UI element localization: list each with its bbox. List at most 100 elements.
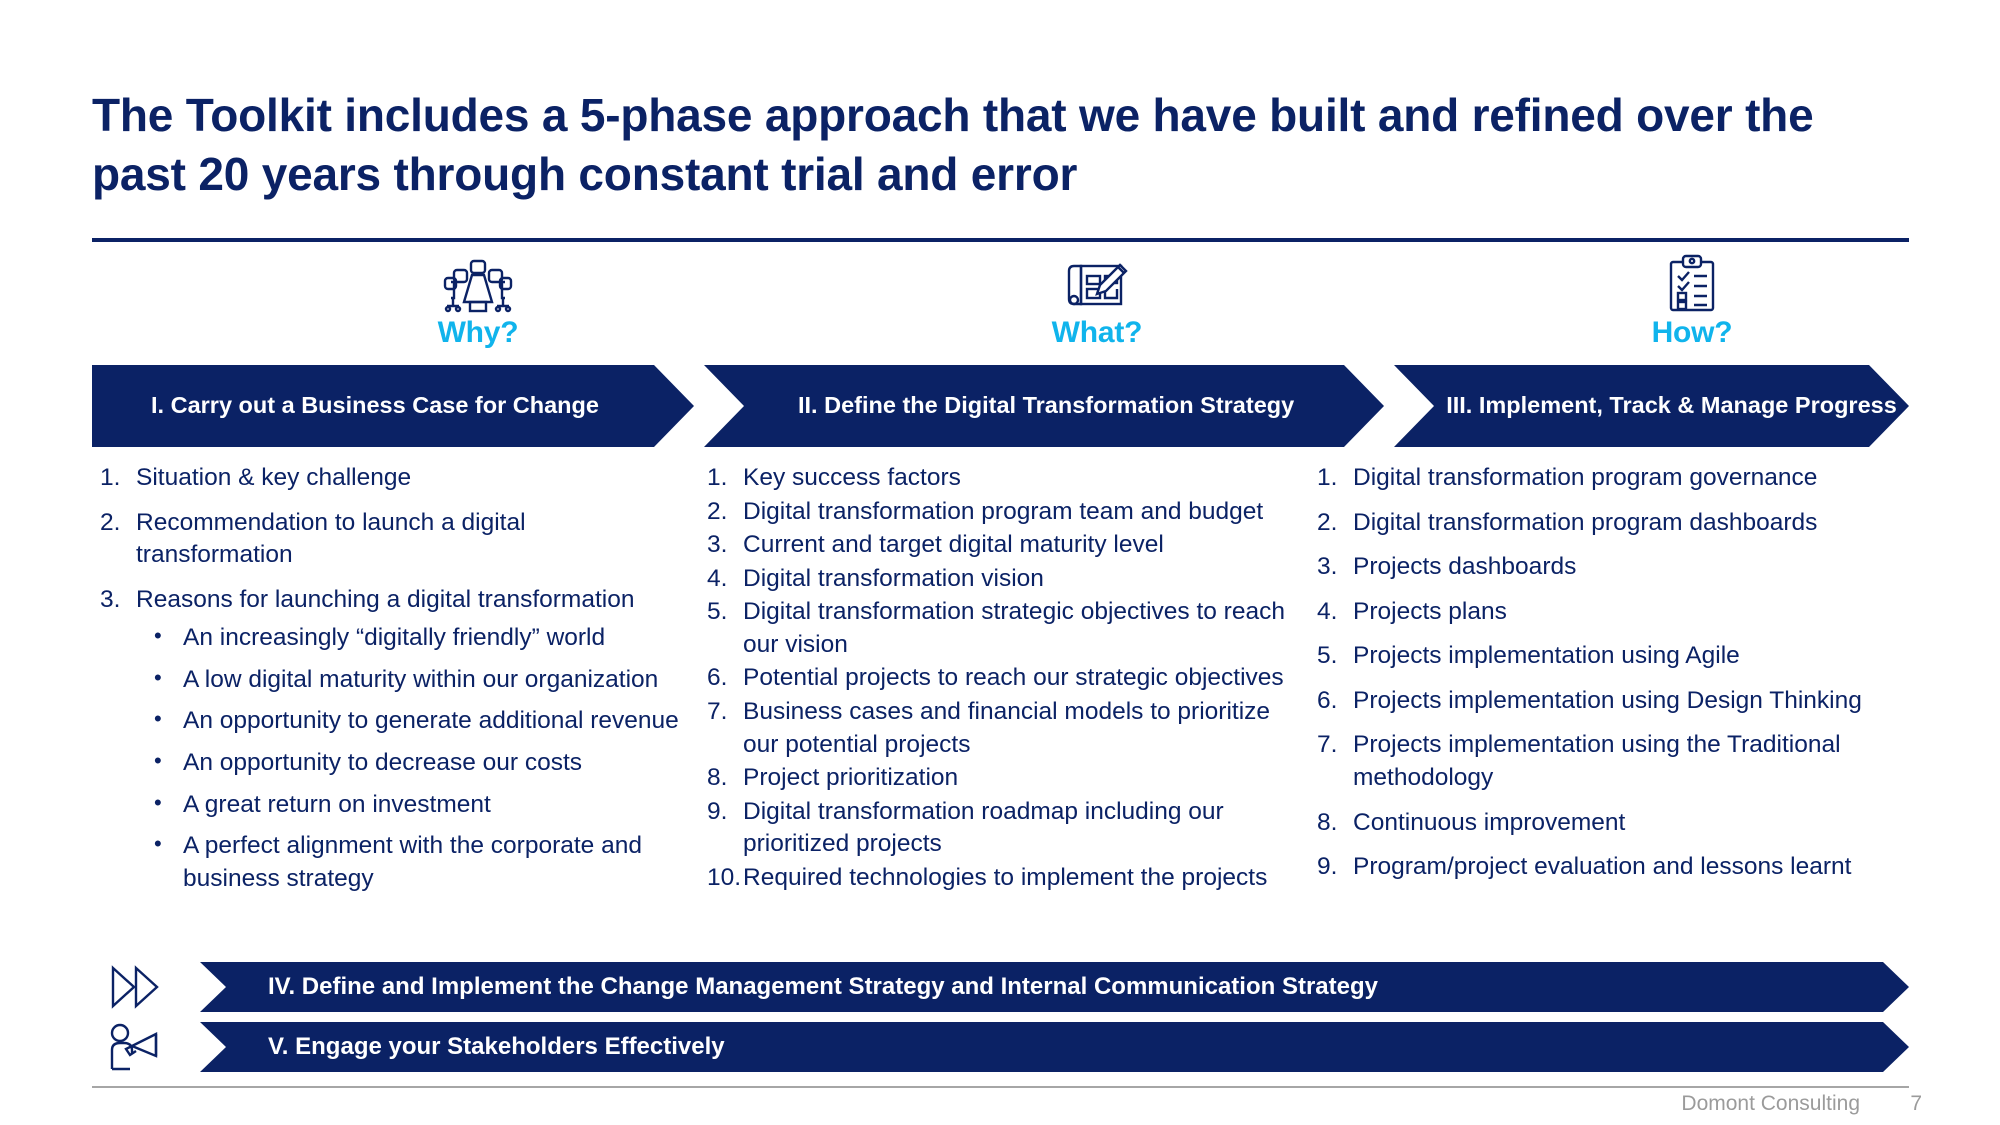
list-marker: 2. bbox=[707, 497, 728, 525]
list-item-text: Digital transformation program governanc… bbox=[1353, 464, 1818, 491]
list-marker: 9. bbox=[707, 797, 728, 825]
list-marker: 10. bbox=[707, 863, 742, 891]
bottom-bar-5: V. Engage your Stakeholders Effectively bbox=[92, 1022, 1909, 1072]
sub-list-item: A low digital maturity within our organi… bbox=[136, 663, 685, 697]
list-item: 4. Digital transformation vision bbox=[707, 563, 1302, 596]
list-item: 8. Project prioritization bbox=[707, 762, 1302, 795]
list-item-text: Key success factors bbox=[743, 464, 961, 491]
list-marker: 3. bbox=[1317, 553, 1338, 581]
blueprint-pencil-icon bbox=[947, 252, 1247, 314]
bottom-bar-4: IV. Define and Implement the Change Mana… bbox=[92, 962, 1909, 1012]
list-item: 9. Program/project evaluation and lessons… bbox=[1317, 851, 1917, 884]
list-item: 1. Digital transformation program governa… bbox=[1317, 462, 1917, 495]
list-item: 7. Business cases and financial models to… bbox=[707, 696, 1302, 761]
list-marker: 5. bbox=[1317, 642, 1338, 670]
list-marker: 2. bbox=[1317, 508, 1338, 536]
list-item: 10. Required technologies to implement th… bbox=[707, 862, 1302, 895]
list-item: 2. Recommendation to launch a digital tra… bbox=[100, 507, 685, 572]
sub-list-item: An opportunity to decrease our costs bbox=[136, 746, 685, 780]
sub-list-item: A great return on investment bbox=[136, 788, 685, 822]
list-item-text: Digital transformation strategic objecti… bbox=[743, 598, 1285, 658]
list-marker: 4. bbox=[1317, 597, 1338, 625]
phase-1-sublist: An increasingly “digitally friendly” wor… bbox=[136, 621, 685, 895]
list-item: 3. Projects dashboards bbox=[1317, 551, 1917, 584]
list-marker: 6. bbox=[707, 664, 728, 692]
phase-heads: Why? What? bbox=[92, 252, 1909, 362]
list-item-text: Digital transformation roadmap including… bbox=[743, 797, 1224, 858]
list-item-text: Reasons for launching a digital transfor… bbox=[136, 585, 635, 613]
list-item: 5. Digital transformation strategic objec… bbox=[707, 596, 1302, 661]
page-title: The Toolkit includes a 5-phase approach … bbox=[92, 89, 1814, 200]
list-item: 3. Current and target digital maturity le… bbox=[707, 529, 1302, 562]
list-item-text: Digital transformation vision bbox=[743, 564, 1044, 592]
list-item: 6. Potential projects to reach our strate… bbox=[707, 662, 1302, 695]
phase-column-2: 1. Key success factors 2. Digital transfor… bbox=[707, 462, 1302, 896]
phase-question-label: Why? bbox=[437, 316, 519, 349]
list-item-text: Projects implementation using the Tradit… bbox=[1353, 731, 1841, 792]
bottom-bar-label: V. Engage your Stakeholders Effectively bbox=[268, 1033, 725, 1060]
list-item: 7. Projects implementation using the Trad… bbox=[1317, 729, 1917, 794]
list-item-text: Potential projects to reach our strategi… bbox=[743, 664, 1284, 692]
list-item: 5. Projects implementation using Agile bbox=[1317, 640, 1917, 673]
footer-page-number: 7 bbox=[1910, 1092, 1922, 1115]
list-item: 2. Digital transformation program dashboa… bbox=[1317, 507, 1917, 540]
list-item: 1. Situation & key challenge bbox=[100, 462, 685, 495]
list-marker: 7. bbox=[707, 698, 728, 726]
list-item-text: Projects implementation using Design Thi… bbox=[1353, 686, 1862, 714]
list-marker: 6. bbox=[1317, 686, 1338, 714]
phase-banner-label: II. Define the Digital Transformation St… bbox=[798, 392, 1295, 419]
phase-banner-1[interactable]: I. Carry out a Business Case for Change bbox=[92, 365, 694, 447]
list-marker: 9. bbox=[1317, 853, 1338, 881]
list-item-text: Required technologies to implement the p… bbox=[743, 863, 1268, 891]
list-item: 6. Projects implementation using Design T… bbox=[1317, 685, 1917, 718]
double-chevron-icon bbox=[100, 958, 170, 1016]
list-item-text: Project prioritization bbox=[743, 764, 959, 792]
bottom-bar-label: IV. Define and Implement the Change Mana… bbox=[268, 973, 1378, 1000]
list-item-text: Recommendation to launch a digital trans… bbox=[136, 508, 526, 569]
list-item-text: Business cases and financial models to p… bbox=[743, 698, 1271, 758]
list-marker: 3. bbox=[100, 585, 121, 613]
bottom-bar-5-banner[interactable]: V. Engage your Stakeholders Effectively bbox=[200, 1022, 1909, 1072]
list-marker: 1. bbox=[707, 464, 728, 491]
list-item: 3. Reasons for launching a digital transf… bbox=[100, 584, 685, 896]
footer-divider bbox=[92, 1086, 1909, 1088]
phase-head-how: How? bbox=[1542, 252, 1842, 350]
list-item-text: Situation & key challenge bbox=[136, 464, 412, 491]
phase-column-1: 1. Situation & key challenge 2. Recommenda… bbox=[100, 462, 685, 907]
list-item-text: Program/project evaluation and lessons l… bbox=[1353, 853, 1852, 881]
phase-banner-2[interactable]: II. Define the Digital Transformation St… bbox=[704, 365, 1384, 447]
list-item-text: Continuous improvement bbox=[1353, 808, 1626, 836]
list-marker: 3. bbox=[707, 531, 728, 559]
list-item-text: Current and target digital maturity leve… bbox=[743, 531, 1164, 559]
list-item-text: Digital transformation program team and … bbox=[743, 497, 1264, 525]
phase-banner-band: I. Carry out a Business Case for Change … bbox=[92, 365, 1909, 447]
list-marker: 7. bbox=[1317, 731, 1338, 759]
clipboard-checklist-icon bbox=[1542, 252, 1842, 314]
list-marker: 2. bbox=[100, 508, 121, 536]
phase-head-what: What? bbox=[947, 252, 1247, 350]
phase-3-list: 1. Digital transformation program governa… bbox=[1317, 462, 1917, 884]
list-item-text: Digital transformation program dashboard… bbox=[1353, 508, 1818, 536]
phase-2-list: 1. Key success factors 2. Digital transfor… bbox=[707, 462, 1302, 895]
phase-question-label: What? bbox=[1051, 316, 1143, 349]
phase-content-columns: 1. Situation & key challenge 2. Recommenda… bbox=[92, 462, 1909, 962]
list-item: 1. Key success factors bbox=[707, 462, 1302, 495]
list-marker: 4. bbox=[707, 564, 728, 592]
person-megaphone-icon bbox=[100, 1018, 170, 1076]
list-marker: 8. bbox=[1317, 808, 1338, 836]
list-item: 4. Projects plans bbox=[1317, 596, 1917, 629]
list-item-text: Projects implementation using Agile bbox=[1353, 642, 1740, 670]
phase-banner-label: III. Implement, Track & Manage Progress bbox=[1446, 392, 1897, 419]
list-item-text: Projects plans bbox=[1353, 597, 1507, 625]
title-divider bbox=[92, 238, 1909, 242]
sub-list-item: A perfect alignment with the corporate a… bbox=[136, 829, 685, 895]
sub-list-item: An opportunity to generate additional re… bbox=[136, 704, 685, 738]
meeting-table-icon bbox=[328, 252, 628, 314]
bottom-bar-4-banner[interactable]: IV. Define and Implement the Change Mana… bbox=[200, 962, 1909, 1012]
list-item: 9. Digital transformation roadmap includi… bbox=[707, 796, 1302, 861]
list-item-text: Projects dashboards bbox=[1353, 553, 1577, 581]
phase-banner-3[interactable]: III. Implement, Track & Manage Progress bbox=[1394, 365, 1909, 447]
phase-head-why: Why? bbox=[328, 252, 628, 350]
footer-brand: Domont Consulting bbox=[1681, 1092, 1860, 1115]
